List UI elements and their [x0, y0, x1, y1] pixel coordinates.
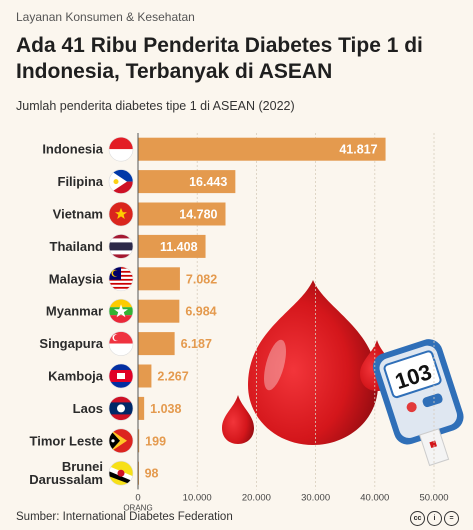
singapore-flag [108, 331, 134, 356]
bar [138, 137, 386, 161]
bar [138, 170, 236, 194]
no-derivatives-icon: = [444, 511, 459, 526]
value-label: 14.780 [179, 208, 217, 222]
category-label: Layanan Konsumen & Kesehatan [16, 10, 195, 24]
timor-leste-flag [108, 428, 134, 454]
malaysia-flag [108, 266, 134, 292]
value-label: 98 [145, 467, 159, 481]
laos-flag [108, 396, 134, 421]
x-tick-label: 40.000 [360, 492, 389, 503]
philippines-flag [108, 169, 134, 194]
x-tick-label: 30.000 [301, 492, 330, 503]
chart-subtitle: Jumlah penderita diabetes tipe 1 di ASEA… [16, 99, 295, 113]
thailand-flag [108, 234, 134, 259]
x-tick-label: 50.000 [419, 492, 448, 503]
category-label: Myanmar [46, 304, 103, 319]
myanmar-flag [108, 298, 134, 324]
x-axis-label: ORANG [123, 503, 152, 512]
vietnam-flag [108, 201, 134, 227]
category-label: Indonesia [42, 142, 103, 157]
x-tick-label: 0 [135, 492, 140, 503]
value-label: 2.267 [157, 370, 188, 384]
category-label: Vietnam [53, 207, 103, 222]
value-label: 7.082 [186, 272, 217, 286]
value-label: 41.817 [339, 143, 377, 157]
category-label: Thailand [50, 239, 104, 254]
blood-drop-illustration [222, 280, 394, 445]
bar [138, 267, 180, 291]
category-label: Malaysia [49, 271, 104, 286]
bar [138, 429, 140, 453]
bar [138, 234, 206, 258]
cc-icon: cc [410, 511, 425, 526]
value-label: 199 [145, 434, 166, 448]
glucometer-illustration: 103 [372, 339, 464, 467]
attribution-icon: i [427, 511, 442, 526]
brunei-flag [108, 460, 134, 486]
category-label: Brunei [62, 459, 103, 474]
category-label: Singapura [39, 336, 103, 351]
bar [138, 332, 175, 356]
x-tick-label: 10.000 [183, 492, 212, 503]
license-badges: cc i = [410, 511, 459, 526]
value-label: 6.187 [181, 337, 212, 351]
category-label: Kamboja [48, 369, 104, 384]
value-label: 16.443 [189, 175, 227, 189]
category-label: Darussalam [29, 472, 103, 487]
x-axis: 0 10.000 20.000 30.000 40.000 50.000 ORANG [123, 133, 449, 512]
bar [138, 202, 226, 226]
source-note: Sumber: International Diabetes Federatio… [16, 511, 233, 523]
value-label: 1.038 [150, 402, 181, 416]
bar [138, 299, 180, 323]
bar [138, 396, 145, 420]
chart-title: Ada 41 Ribu Penderita Diabetes Tipe 1 di… [16, 34, 423, 83]
value-label: 11.408 [160, 240, 198, 254]
indonesia-flag [108, 136, 134, 162]
x-tick-label: 20.000 [242, 492, 271, 503]
category-label: Laos [73, 401, 103, 416]
cambodia-flag [108, 363, 134, 389]
value-label: 6.984 [185, 305, 216, 319]
category-label: Filipina [58, 174, 104, 189]
bar [138, 364, 152, 388]
category-label: Timor Leste [30, 433, 103, 448]
bars: 41.817 Indonesia 16.443 Filipina 14.780 Vietn… [29, 136, 386, 487]
